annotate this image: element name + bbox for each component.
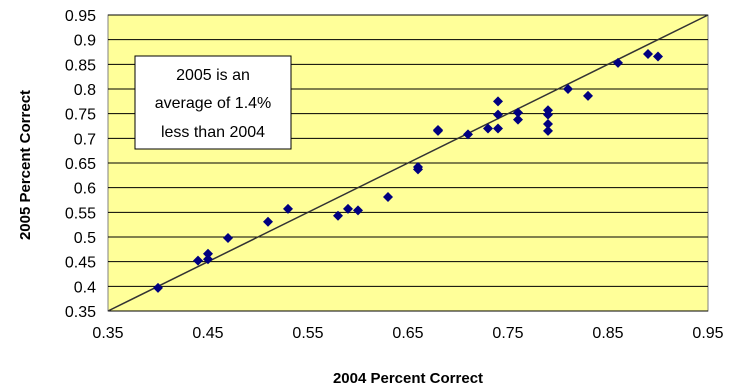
- y-axis-title: 2005 Percent Correct: [17, 90, 34, 240]
- x-tick-label: 0.85: [592, 325, 623, 342]
- data-point: [203, 254, 213, 265]
- y-tick-label: 0.6: [74, 181, 96, 198]
- data-point: [483, 123, 493, 134]
- x-tick-label: 0.35: [92, 325, 123, 342]
- x-tick-labels: 0.35 0.45 0.55 0.65 0.75 0.85 0.95: [92, 325, 723, 342]
- annotation-line-2: average of 1.4%: [155, 95, 272, 112]
- y-tick-labels: 0.35 0.4 0.45 0.5 0.55 0.6 0.65 0.7 0.75 0.8 0.85 0…: [65, 8, 96, 321]
- annotation-line-3: less than 2004: [161, 124, 265, 141]
- data-point: [353, 205, 363, 216]
- x-tick-label: 0.55: [292, 325, 323, 342]
- x-axis-title: 2004 Percent Correct: [333, 370, 483, 387]
- data-point: [543, 125, 553, 136]
- data-point: [413, 161, 423, 172]
- y-tick-label: 0.4: [74, 279, 96, 296]
- y-tick-label: 0.65: [65, 156, 96, 173]
- y-tick-label: 0.75: [65, 107, 96, 124]
- y-tick-label: 0.5: [74, 230, 96, 247]
- data-points: [153, 48, 663, 293]
- data-point: [493, 109, 503, 120]
- data-point: [203, 248, 213, 259]
- data-point: [433, 124, 443, 135]
- x-tick-label: 0.75: [492, 325, 523, 342]
- y-tick-label: 0.45: [65, 255, 96, 272]
- data-point: [543, 119, 553, 130]
- data-point: [513, 114, 523, 125]
- data-point: [333, 210, 343, 221]
- data-point: [383, 192, 393, 203]
- y-tick-label: 0.35: [65, 304, 96, 321]
- y-tick-label: 0.95: [65, 8, 96, 25]
- y-tick-label: 0.7: [74, 131, 96, 148]
- data-point: [613, 57, 623, 68]
- annotation-line-1: 2005 is an: [176, 67, 250, 84]
- y-tick-label: 0.8: [74, 82, 96, 99]
- data-point: [343, 203, 353, 214]
- data-point: [643, 48, 653, 59]
- y-tick-label: 0.85: [65, 57, 96, 74]
- data-point: [463, 129, 473, 140]
- data-point: [193, 255, 203, 266]
- y-tick-label: 0.9: [74, 33, 96, 50]
- annotation-box: 2005 is an average of 1.4% less than 200…: [134, 55, 292, 150]
- data-point: [493, 123, 503, 134]
- x-tick-label: 0.95: [692, 325, 723, 342]
- data-point: [583, 90, 593, 101]
- data-point: [153, 282, 163, 293]
- x-tick-label: 0.65: [392, 325, 423, 342]
- x-tick-label: 0.45: [192, 325, 223, 342]
- data-point: [223, 232, 233, 243]
- data-point: [543, 105, 553, 116]
- data-point: [263, 216, 273, 227]
- data-point: [653, 51, 663, 62]
- data-point: [493, 96, 503, 107]
- data-point: [513, 107, 523, 118]
- data-point: [563, 84, 573, 94]
- y-tick-label: 0.55: [65, 205, 96, 222]
- data-point: [283, 203, 293, 214]
